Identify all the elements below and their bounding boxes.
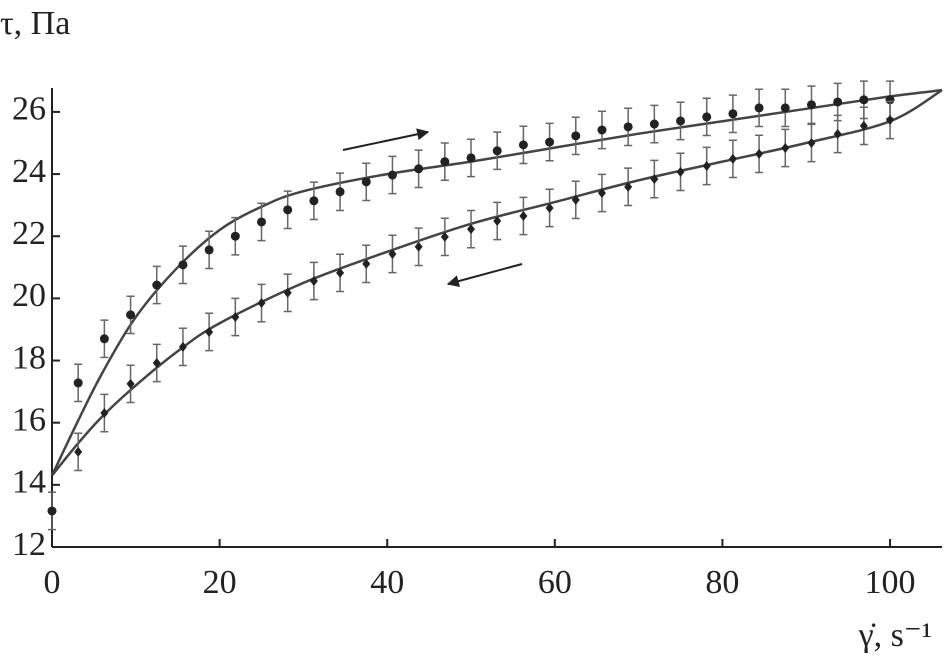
data-point bbox=[73, 378, 83, 388]
data-point bbox=[335, 187, 345, 197]
data-point bbox=[518, 140, 528, 150]
data-point bbox=[624, 181, 633, 192]
x-tick-label: 0 bbox=[44, 564, 61, 601]
data-point bbox=[152, 358, 161, 369]
data-point bbox=[833, 128, 842, 139]
data-point bbox=[336, 267, 345, 278]
data-point bbox=[99, 334, 109, 344]
data-point bbox=[467, 224, 476, 235]
data-point bbox=[781, 142, 790, 153]
data-point bbox=[571, 194, 580, 205]
data-point bbox=[780, 103, 790, 113]
data-point bbox=[257, 217, 267, 227]
data-point bbox=[126, 310, 136, 320]
x-tick-label: 40 bbox=[370, 564, 404, 601]
y-tick-label: 26 bbox=[12, 91, 46, 128]
data-point bbox=[74, 446, 83, 457]
data-point bbox=[178, 260, 188, 270]
data-point bbox=[859, 95, 869, 105]
data-point bbox=[597, 188, 606, 199]
data-point bbox=[388, 248, 397, 259]
data-point bbox=[204, 245, 214, 255]
y-tick-label: 18 bbox=[12, 339, 46, 376]
data-point bbox=[152, 280, 162, 290]
data-point bbox=[309, 275, 318, 286]
x-tick-label: 20 bbox=[203, 564, 237, 601]
data-point bbox=[309, 196, 319, 206]
data-point bbox=[833, 97, 843, 107]
data-point bbox=[545, 137, 555, 147]
fit-curve bbox=[51, 89, 943, 477]
data-point bbox=[387, 170, 397, 180]
data-point bbox=[755, 148, 764, 159]
data-point bbox=[257, 298, 266, 309]
data-point bbox=[519, 211, 528, 222]
y-tick-label: 24 bbox=[12, 153, 46, 190]
data-point bbox=[806, 100, 816, 110]
data-point bbox=[545, 202, 554, 213]
data-point bbox=[702, 112, 712, 122]
data-point bbox=[361, 177, 371, 187]
y-tick-label: 20 bbox=[12, 277, 46, 314]
y-tick-label: 22 bbox=[12, 215, 46, 252]
data-point bbox=[100, 408, 109, 419]
data-point bbox=[728, 153, 737, 164]
data-point bbox=[650, 174, 659, 185]
data-point bbox=[676, 116, 686, 126]
data-point bbox=[571, 131, 581, 141]
data-point bbox=[492, 146, 502, 156]
data-point bbox=[230, 231, 240, 241]
data-point bbox=[231, 312, 240, 323]
data-point bbox=[493, 216, 502, 227]
data-point bbox=[414, 241, 423, 252]
data-point bbox=[178, 341, 187, 352]
data-point bbox=[205, 326, 214, 337]
data-point bbox=[597, 125, 607, 135]
data-point bbox=[676, 166, 685, 177]
data-point bbox=[126, 378, 135, 389]
data-point bbox=[440, 157, 450, 167]
x-axis-label: γ̇, s⁻¹ bbox=[858, 617, 932, 654]
data-point bbox=[807, 138, 816, 149]
data-point bbox=[649, 119, 659, 129]
y-tick-label: 12 bbox=[12, 526, 46, 563]
data-point bbox=[466, 153, 476, 163]
data-point bbox=[728, 109, 738, 119]
y-tick-label: 14 bbox=[12, 464, 46, 501]
y-tick-label: 16 bbox=[12, 401, 46, 438]
data-point bbox=[623, 122, 633, 132]
data-point bbox=[47, 506, 57, 516]
data-point bbox=[414, 164, 424, 174]
arrow-up bbox=[342, 128, 430, 151]
fit-curve bbox=[50, 88, 943, 477]
data-point bbox=[702, 161, 711, 172]
data-point bbox=[859, 120, 868, 131]
data-point bbox=[754, 103, 764, 113]
data-point bbox=[440, 231, 449, 242]
x-tick-label: 80 bbox=[705, 564, 739, 601]
data-point bbox=[283, 205, 293, 215]
data-point bbox=[886, 115, 895, 126]
arrow-down bbox=[446, 263, 523, 287]
y-axis-label: τ, Па bbox=[0, 5, 70, 42]
data-point bbox=[283, 287, 292, 298]
x-tick-label: 100 bbox=[865, 564, 916, 601]
data-point bbox=[362, 258, 371, 269]
x-tick-label: 60 bbox=[538, 564, 572, 601]
